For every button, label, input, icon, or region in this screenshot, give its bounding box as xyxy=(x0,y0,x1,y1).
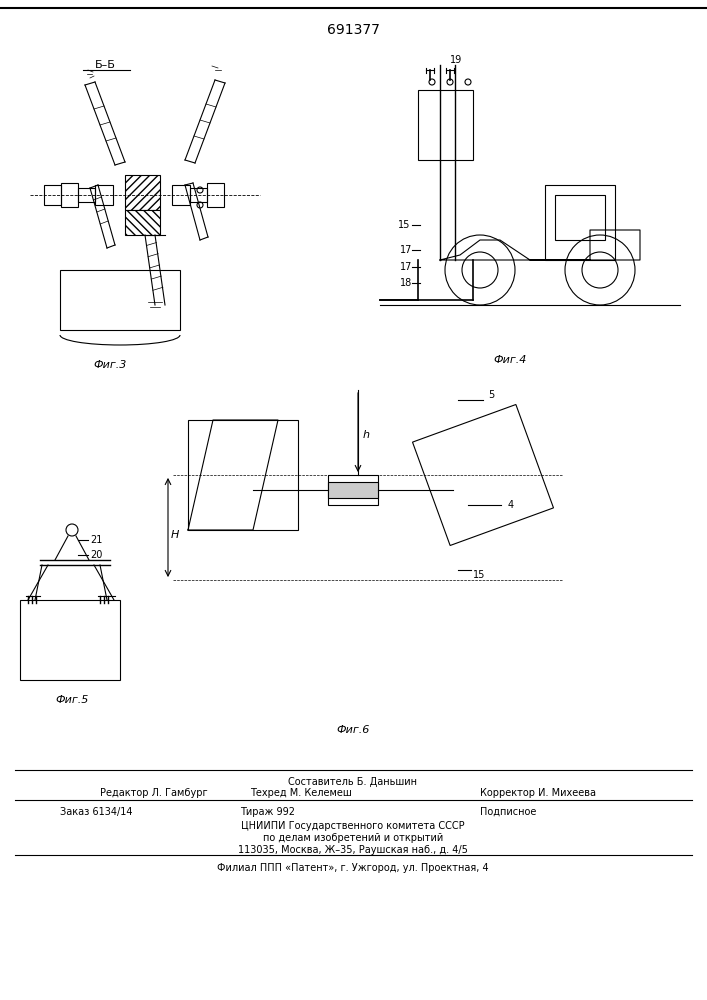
Text: Фиг.6: Фиг.6 xyxy=(337,725,370,735)
Bar xyxy=(20,600,120,680)
Text: 18: 18 xyxy=(400,278,412,288)
Bar xyxy=(125,175,160,210)
Text: Филиал ППП «Патент», г. Ужгород, ул. Проектная, 4: Филиал ППП «Патент», г. Ужгород, ул. Про… xyxy=(217,863,489,873)
Text: 19: 19 xyxy=(450,55,462,65)
Text: Составитель Б. Даньшин: Составитель Б. Даньшин xyxy=(288,777,418,787)
Text: 20: 20 xyxy=(90,550,103,560)
Bar xyxy=(328,475,378,505)
Text: h: h xyxy=(363,430,370,440)
Text: H: H xyxy=(171,530,180,540)
Text: 17: 17 xyxy=(400,262,412,272)
Text: 15: 15 xyxy=(473,570,486,580)
Text: Подписное: Подписное xyxy=(480,807,537,817)
Bar xyxy=(44,185,61,205)
Text: Фиг.4: Фиг.4 xyxy=(493,355,527,365)
Text: Фиг.3: Фиг.3 xyxy=(93,360,127,370)
Bar xyxy=(545,185,615,260)
Bar xyxy=(172,185,190,205)
Text: Тираж 992: Тираж 992 xyxy=(240,807,295,817)
Text: Редактор Л. Гамбург: Редактор Л. Гамбург xyxy=(100,788,208,798)
Text: 21: 21 xyxy=(90,535,103,545)
Text: 113035, Москва, Ж–35, Раушская наб., д. 4/5: 113035, Москва, Ж–35, Раушская наб., д. … xyxy=(238,845,468,855)
Text: Заказ 6134/14: Заказ 6134/14 xyxy=(60,807,132,817)
Text: 691377: 691377 xyxy=(327,23,380,37)
Bar xyxy=(61,183,78,207)
Bar xyxy=(555,195,605,240)
Bar xyxy=(190,188,207,202)
Text: Корректор И. Михеева: Корректор И. Михеева xyxy=(480,788,596,798)
Text: Техред М. Келемеш: Техред М. Келемеш xyxy=(250,788,352,798)
Bar xyxy=(188,420,298,530)
Text: 5: 5 xyxy=(488,390,494,400)
Bar xyxy=(60,270,180,330)
Bar xyxy=(207,183,224,207)
Text: 4: 4 xyxy=(508,500,514,510)
Bar xyxy=(95,185,113,205)
Text: Фиг.5: Фиг.5 xyxy=(55,695,88,705)
Bar xyxy=(125,210,160,235)
Text: 17: 17 xyxy=(400,245,412,255)
Text: 15: 15 xyxy=(398,220,410,230)
Bar xyxy=(328,482,378,498)
Text: Б–Б: Б–Б xyxy=(95,60,115,70)
Bar xyxy=(418,90,473,160)
Text: по делам изобретений и открытий: по делам изобретений и открытий xyxy=(263,833,443,843)
Bar xyxy=(78,188,95,202)
Text: ЦНИИПИ Государственного комитета СССР: ЦНИИПИ Государственного комитета СССР xyxy=(241,821,464,831)
